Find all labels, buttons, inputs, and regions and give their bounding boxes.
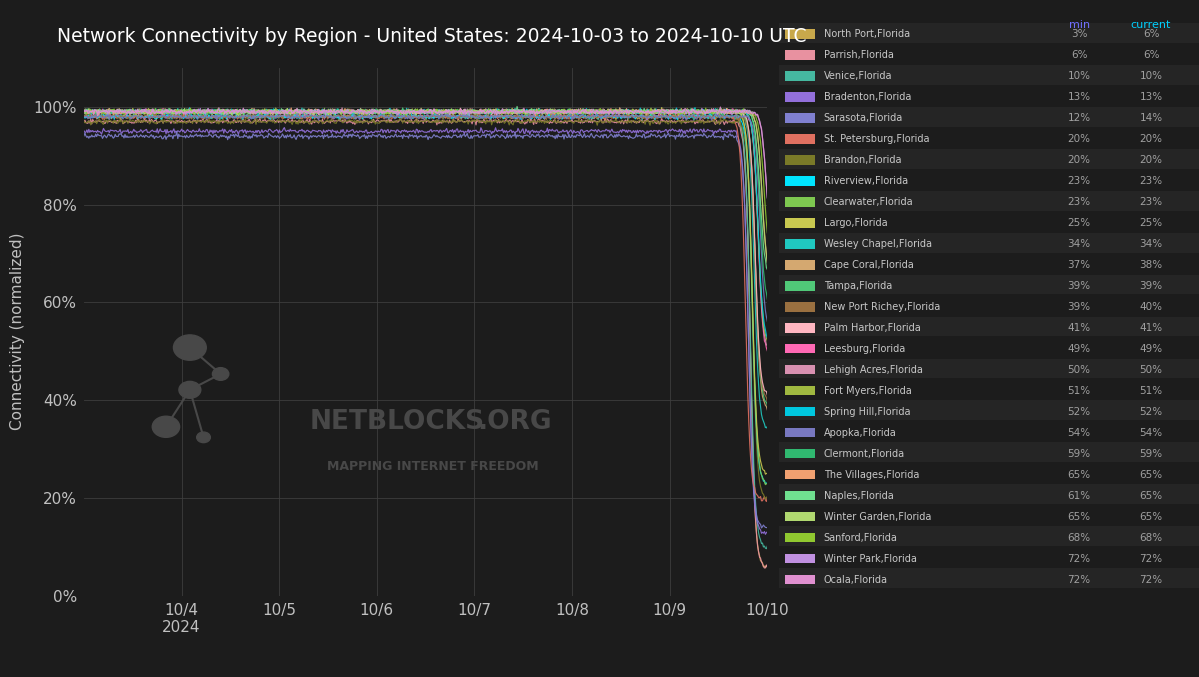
Text: 65%: 65% (1067, 512, 1091, 522)
Text: 38%: 38% (1139, 260, 1163, 270)
Text: 39%: 39% (1067, 281, 1091, 291)
Text: 59%: 59% (1067, 449, 1091, 459)
Text: 51%: 51% (1067, 386, 1091, 396)
Text: New Port Richey,Florida: New Port Richey,Florida (824, 302, 940, 312)
Circle shape (179, 381, 200, 398)
Text: 34%: 34% (1067, 239, 1091, 249)
Text: Lehigh Acres,Florida: Lehigh Acres,Florida (824, 365, 922, 375)
Text: Parrish,Florida: Parrish,Florida (824, 50, 893, 60)
Text: 23%: 23% (1139, 197, 1163, 207)
Text: 10%: 10% (1139, 71, 1163, 81)
Text: 13%: 13% (1139, 92, 1163, 102)
Text: 41%: 41% (1139, 323, 1163, 333)
Text: 72%: 72% (1139, 554, 1163, 564)
Circle shape (174, 335, 206, 360)
Text: 37%: 37% (1067, 260, 1091, 270)
Text: Apopka,Florida: Apopka,Florida (824, 428, 897, 438)
Text: 6%: 6% (1143, 50, 1159, 60)
Text: 6%: 6% (1143, 29, 1159, 39)
Text: 68%: 68% (1067, 533, 1091, 543)
Text: 25%: 25% (1139, 218, 1163, 228)
Text: Tampa,Florida: Tampa,Florida (824, 281, 892, 291)
Text: NETBLOCKS: NETBLOCKS (309, 408, 484, 435)
Text: Riverview,Florida: Riverview,Florida (824, 176, 908, 186)
Text: St. Petersburg,Florida: St. Petersburg,Florida (824, 134, 929, 144)
Text: Network Connectivity by Region - United States: 2024-10-03 to 2024-10-10 UTC: Network Connectivity by Region - United … (56, 27, 807, 46)
Text: Bradenton,Florida: Bradenton,Florida (824, 92, 911, 102)
Text: Palm Harbor,Florida: Palm Harbor,Florida (824, 323, 921, 333)
Text: Venice,Florida: Venice,Florida (824, 71, 892, 81)
Text: 59%: 59% (1139, 449, 1163, 459)
Text: Clermont,Florida: Clermont,Florida (824, 449, 905, 459)
Text: Naples,Florida: Naples,Florida (824, 491, 893, 501)
Text: Winter Garden,Florida: Winter Garden,Florida (824, 512, 932, 522)
Text: min: min (1068, 20, 1090, 30)
Text: 72%: 72% (1067, 575, 1091, 585)
Text: 65%: 65% (1139, 491, 1163, 501)
Text: Largo,Florida: Largo,Florida (824, 218, 887, 228)
Text: 6%: 6% (1071, 50, 1087, 60)
Text: .ORG: .ORG (477, 408, 552, 435)
Text: Sarasota,Florida: Sarasota,Florida (824, 113, 903, 123)
Text: Sanford,Florida: Sanford,Florida (824, 533, 898, 543)
Text: 52%: 52% (1067, 407, 1091, 417)
Text: 50%: 50% (1067, 365, 1091, 375)
Circle shape (212, 368, 229, 380)
Text: 20%: 20% (1067, 134, 1091, 144)
Text: Spring Hill,Florida: Spring Hill,Florida (824, 407, 910, 417)
Text: Leesburg,Florida: Leesburg,Florida (824, 344, 905, 354)
Text: 72%: 72% (1067, 554, 1091, 564)
Text: 40%: 40% (1139, 302, 1163, 312)
Text: Wesley Chapel,Florida: Wesley Chapel,Florida (824, 239, 932, 249)
Text: 13%: 13% (1067, 92, 1091, 102)
Text: 49%: 49% (1139, 344, 1163, 354)
Text: North Port,Florida: North Port,Florida (824, 29, 910, 39)
Text: 51%: 51% (1139, 386, 1163, 396)
Text: Ocala,Florida: Ocala,Florida (824, 575, 887, 585)
Text: 49%: 49% (1067, 344, 1091, 354)
Text: Clearwater,Florida: Clearwater,Florida (824, 197, 914, 207)
Circle shape (197, 432, 210, 443)
Text: 23%: 23% (1067, 176, 1091, 186)
Text: 54%: 54% (1139, 428, 1163, 438)
Text: 39%: 39% (1139, 281, 1163, 291)
Text: 41%: 41% (1067, 323, 1091, 333)
Text: Fort Myers,Florida: Fort Myers,Florida (824, 386, 911, 396)
Text: 3%: 3% (1071, 29, 1087, 39)
Text: 65%: 65% (1139, 470, 1163, 480)
Text: 39%: 39% (1067, 302, 1091, 312)
Text: 20%: 20% (1139, 155, 1163, 165)
Text: 20%: 20% (1139, 134, 1163, 144)
Text: 20%: 20% (1067, 155, 1091, 165)
Text: 72%: 72% (1139, 575, 1163, 585)
Text: The Villages,Florida: The Villages,Florida (824, 470, 920, 480)
Text: 23%: 23% (1067, 197, 1091, 207)
Text: MAPPING INTERNET FREEDOM: MAPPING INTERNET FREEDOM (326, 460, 538, 473)
Text: Cape Coral,Florida: Cape Coral,Florida (824, 260, 914, 270)
Text: 65%: 65% (1067, 470, 1091, 480)
Text: Winter Park,Florida: Winter Park,Florida (824, 554, 916, 564)
Text: Brandon,Florida: Brandon,Florida (824, 155, 902, 165)
Y-axis label: Connectivity (normalized): Connectivity (normalized) (10, 233, 25, 431)
Text: 50%: 50% (1139, 365, 1163, 375)
Text: 12%: 12% (1067, 113, 1091, 123)
Text: 25%: 25% (1067, 218, 1091, 228)
Text: 52%: 52% (1139, 407, 1163, 417)
Text: 10%: 10% (1067, 71, 1091, 81)
Text: 65%: 65% (1139, 512, 1163, 522)
Text: 54%: 54% (1067, 428, 1091, 438)
Text: 23%: 23% (1139, 176, 1163, 186)
Circle shape (152, 416, 180, 437)
Text: 34%: 34% (1139, 239, 1163, 249)
Text: current: current (1131, 20, 1171, 30)
Text: 68%: 68% (1139, 533, 1163, 543)
Text: 61%: 61% (1067, 491, 1091, 501)
Text: 14%: 14% (1139, 113, 1163, 123)
